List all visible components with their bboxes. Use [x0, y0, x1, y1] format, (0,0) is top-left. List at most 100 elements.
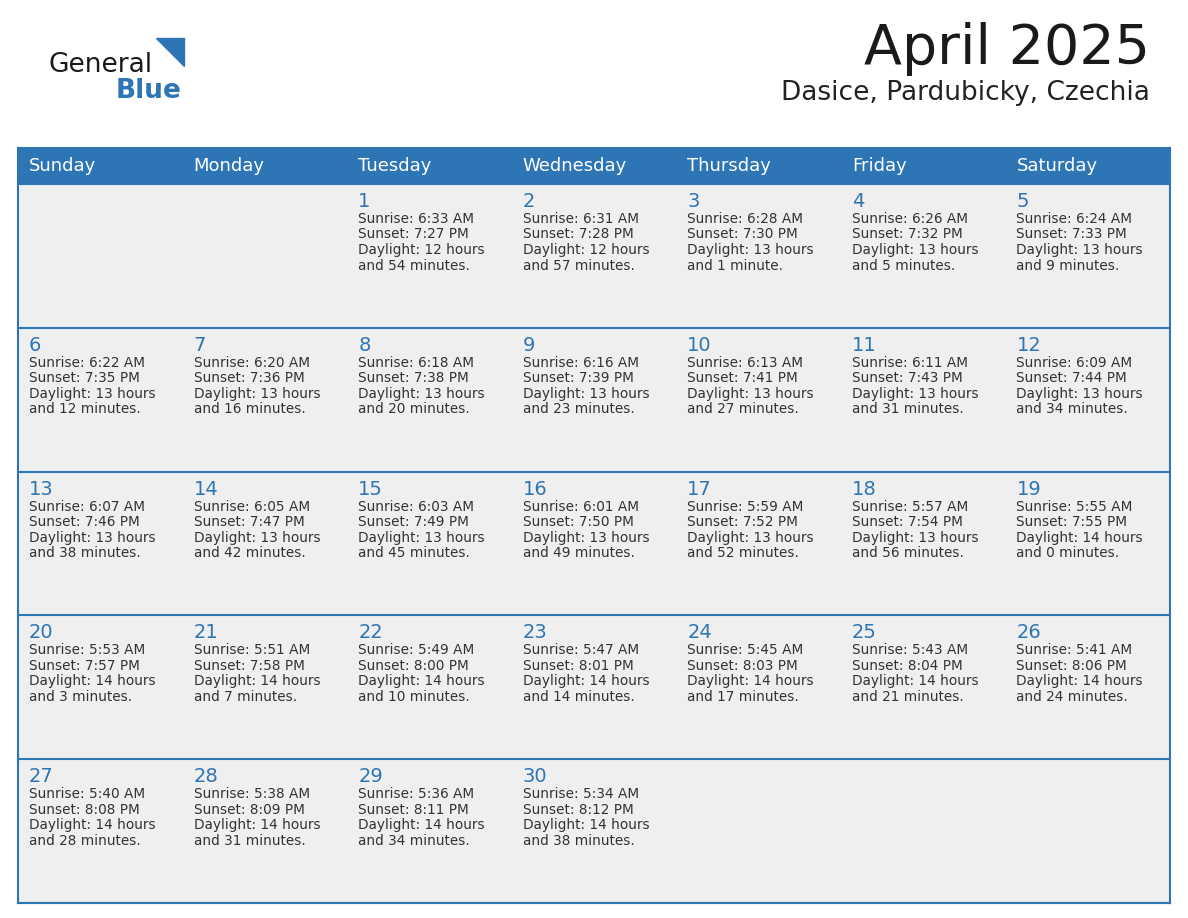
Text: and 34 minutes.: and 34 minutes. [1017, 402, 1129, 416]
Text: Daylight: 14 hours: Daylight: 14 hours [523, 675, 650, 688]
Text: and 23 minutes.: and 23 minutes. [523, 402, 634, 416]
Bar [676, 615, 841, 759]
Polygon shape [156, 38, 184, 66]
Text: and 20 minutes.: and 20 minutes. [358, 402, 470, 416]
Text: Monday: Monday [194, 157, 265, 175]
Bar [18, 759, 183, 903]
Text: Sunrise: 5:59 AM: Sunrise: 5:59 AM [688, 499, 803, 513]
Text: Sunset: 8:00 PM: Sunset: 8:00 PM [358, 659, 469, 673]
Text: and 0 minutes.: and 0 minutes. [1017, 546, 1119, 560]
Text: Sunday: Sunday [29, 157, 96, 175]
Text: Sunrise: 5:34 AM: Sunrise: 5:34 AM [523, 788, 639, 801]
Text: Friday: Friday [852, 157, 906, 175]
Text: and 28 minutes.: and 28 minutes. [29, 834, 140, 847]
Bar [676, 472, 841, 615]
Text: Daylight: 14 hours: Daylight: 14 hours [358, 675, 485, 688]
Text: Daylight: 14 hours: Daylight: 14 hours [1017, 675, 1143, 688]
Text: and 31 minutes.: and 31 minutes. [852, 402, 963, 416]
Text: and 49 minutes.: and 49 minutes. [523, 546, 634, 560]
Text: Sunset: 7:35 PM: Sunset: 7:35 PM [29, 371, 140, 386]
Text: Sunrise: 6:18 AM: Sunrise: 6:18 AM [358, 356, 474, 370]
Bar [183, 472, 347, 615]
Bar [841, 328, 1005, 472]
Text: Daylight: 14 hours: Daylight: 14 hours [852, 675, 979, 688]
Text: and 3 minutes.: and 3 minutes. [29, 690, 132, 704]
Bar [512, 148, 676, 184]
Text: Sunrise: 6:13 AM: Sunrise: 6:13 AM [688, 356, 803, 370]
Bar [512, 472, 676, 615]
Text: Sunrise: 5:57 AM: Sunrise: 5:57 AM [852, 499, 968, 513]
Text: Blue: Blue [116, 78, 182, 104]
Text: Daylight: 12 hours: Daylight: 12 hours [523, 243, 650, 257]
Text: April 2025: April 2025 [864, 22, 1150, 76]
Text: Sunset: 7:43 PM: Sunset: 7:43 PM [852, 371, 962, 386]
Bar [841, 184, 1005, 328]
Text: and 5 minutes.: and 5 minutes. [852, 259, 955, 273]
Text: 20: 20 [29, 623, 53, 643]
Text: Sunset: 7:57 PM: Sunset: 7:57 PM [29, 659, 140, 673]
Text: and 21 minutes.: and 21 minutes. [852, 690, 963, 704]
Bar [347, 184, 512, 328]
Bar [18, 615, 183, 759]
Text: Sunset: 8:04 PM: Sunset: 8:04 PM [852, 659, 962, 673]
Bar [512, 184, 676, 328]
Text: Sunset: 7:44 PM: Sunset: 7:44 PM [1017, 371, 1127, 386]
Text: and 10 minutes.: and 10 minutes. [358, 690, 470, 704]
Text: 26: 26 [1017, 623, 1041, 643]
Text: and 12 minutes.: and 12 minutes. [29, 402, 140, 416]
Text: Sunset: 7:27 PM: Sunset: 7:27 PM [358, 228, 469, 241]
Bar [347, 615, 512, 759]
Bar [1005, 148, 1170, 184]
Bar [512, 615, 676, 759]
Text: Sunset: 7:32 PM: Sunset: 7:32 PM [852, 228, 962, 241]
Bar [512, 759, 676, 903]
Text: Sunset: 7:36 PM: Sunset: 7:36 PM [194, 371, 304, 386]
Text: Sunset: 7:58 PM: Sunset: 7:58 PM [194, 659, 304, 673]
Text: Daylight: 13 hours: Daylight: 13 hours [852, 243, 979, 257]
Bar [1005, 472, 1170, 615]
Text: Sunrise: 5:45 AM: Sunrise: 5:45 AM [688, 644, 803, 657]
Bar [347, 328, 512, 472]
Text: Sunset: 8:01 PM: Sunset: 8:01 PM [523, 659, 633, 673]
Text: Sunset: 7:46 PM: Sunset: 7:46 PM [29, 515, 140, 529]
Text: 1: 1 [358, 192, 371, 211]
Text: Sunset: 7:28 PM: Sunset: 7:28 PM [523, 228, 633, 241]
Text: Sunrise: 6:03 AM: Sunrise: 6:03 AM [358, 499, 474, 513]
Bar [841, 759, 1005, 903]
Text: Sunrise: 5:55 AM: Sunrise: 5:55 AM [1017, 499, 1133, 513]
Bar [676, 759, 841, 903]
Text: and 54 minutes.: and 54 minutes. [358, 259, 470, 273]
Text: Daylight: 13 hours: Daylight: 13 hours [688, 243, 814, 257]
Bar [841, 148, 1005, 184]
Text: 19: 19 [1017, 479, 1041, 498]
Text: 11: 11 [852, 336, 877, 354]
Bar [841, 472, 1005, 615]
Text: 3: 3 [688, 192, 700, 211]
Text: Sunset: 7:39 PM: Sunset: 7:39 PM [523, 371, 633, 386]
Text: 21: 21 [194, 623, 219, 643]
Bar [347, 148, 512, 184]
Text: 9: 9 [523, 336, 535, 354]
Text: Sunrise: 5:41 AM: Sunrise: 5:41 AM [1017, 644, 1132, 657]
Text: Daylight: 13 hours: Daylight: 13 hours [1017, 386, 1143, 401]
Text: and 16 minutes.: and 16 minutes. [194, 402, 305, 416]
Bar [183, 759, 347, 903]
Text: Sunset: 8:03 PM: Sunset: 8:03 PM [688, 659, 798, 673]
Text: Sunrise: 6:24 AM: Sunrise: 6:24 AM [1017, 212, 1132, 226]
Text: 23: 23 [523, 623, 548, 643]
Bar [183, 615, 347, 759]
Text: and 45 minutes.: and 45 minutes. [358, 546, 470, 560]
Text: Daylight: 13 hours: Daylight: 13 hours [852, 386, 979, 401]
Text: Tuesday: Tuesday [358, 157, 431, 175]
Text: Daylight: 13 hours: Daylight: 13 hours [29, 386, 156, 401]
Text: 12: 12 [1017, 336, 1041, 354]
Text: 2: 2 [523, 192, 535, 211]
Text: Sunset: 8:12 PM: Sunset: 8:12 PM [523, 802, 633, 817]
Text: Sunset: 8:09 PM: Sunset: 8:09 PM [194, 802, 304, 817]
Text: Wednesday: Wednesday [523, 157, 627, 175]
Text: Daylight: 14 hours: Daylight: 14 hours [688, 675, 814, 688]
Text: Sunset: 7:33 PM: Sunset: 7:33 PM [1017, 228, 1127, 241]
Text: 16: 16 [523, 479, 548, 498]
Text: 24: 24 [688, 623, 712, 643]
Text: Sunrise: 6:26 AM: Sunrise: 6:26 AM [852, 212, 968, 226]
